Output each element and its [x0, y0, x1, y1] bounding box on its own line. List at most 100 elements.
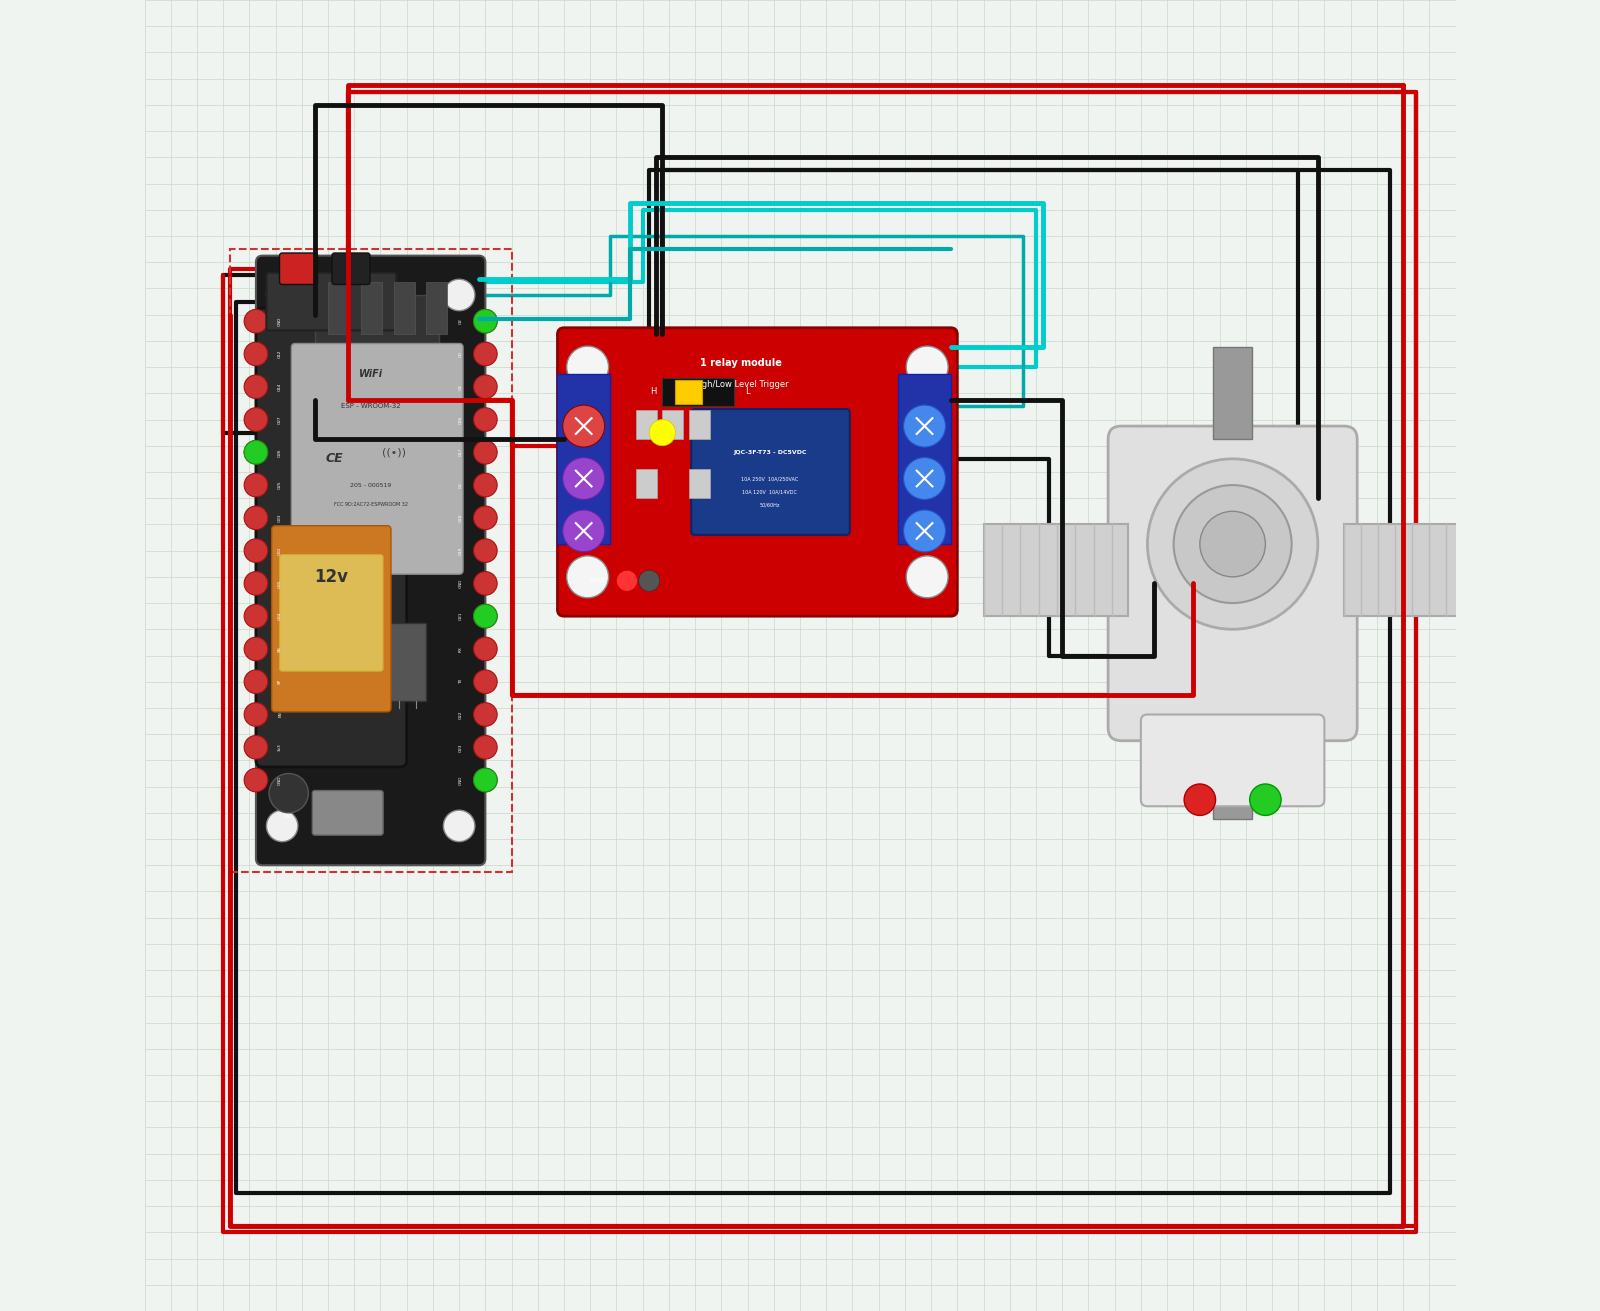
Circle shape	[443, 810, 475, 842]
Text: ((•)): ((•))	[381, 447, 405, 458]
Circle shape	[245, 440, 267, 464]
FancyBboxPatch shape	[267, 273, 397, 330]
FancyBboxPatch shape	[331, 253, 370, 284]
Text: G35: G35	[278, 579, 282, 587]
FancyBboxPatch shape	[898, 374, 950, 544]
Text: 3v3: 3v3	[278, 743, 282, 751]
Circle shape	[245, 473, 267, 497]
Bar	[1213, 728, 1253, 819]
FancyBboxPatch shape	[291, 343, 462, 574]
Circle shape	[563, 405, 605, 447]
Text: G32: G32	[278, 547, 282, 555]
Circle shape	[474, 309, 498, 333]
Circle shape	[474, 375, 498, 399]
Circle shape	[443, 279, 475, 311]
Text: High/Low Level Trigger: High/Low Level Trigger	[693, 380, 789, 388]
Circle shape	[566, 346, 608, 388]
FancyBboxPatch shape	[256, 256, 485, 865]
Circle shape	[1250, 784, 1282, 815]
Text: G33: G33	[278, 514, 282, 522]
Bar	[675, 380, 702, 404]
Bar	[282, 590, 309, 636]
Circle shape	[245, 342, 267, 366]
Text: 10A 250V  10A/250VAC: 10A 250V 10A/250VAC	[741, 476, 798, 481]
Text: G34: G34	[278, 612, 282, 620]
Text: RX: RX	[459, 646, 462, 652]
Circle shape	[474, 342, 498, 366]
Circle shape	[906, 346, 949, 388]
Circle shape	[245, 735, 267, 759]
Text: GND: GND	[459, 578, 462, 589]
Circle shape	[566, 556, 608, 598]
Bar	[362, 282, 382, 334]
Text: G26: G26	[278, 448, 282, 456]
Text: SP: SP	[278, 679, 282, 684]
Text: G2: G2	[459, 319, 462, 324]
FancyBboxPatch shape	[1109, 426, 1357, 741]
Text: WiFi: WiFi	[358, 368, 382, 379]
Bar	[984, 524, 1128, 616]
Circle shape	[474, 637, 498, 661]
Circle shape	[904, 405, 946, 447]
Text: TX: TX	[459, 679, 462, 684]
Text: G22: G22	[459, 711, 462, 718]
Circle shape	[245, 375, 267, 399]
Circle shape	[267, 279, 298, 311]
Circle shape	[474, 670, 498, 694]
Circle shape	[474, 473, 498, 497]
Text: GND: GND	[278, 775, 282, 785]
Circle shape	[245, 768, 267, 792]
Circle shape	[269, 773, 309, 813]
Text: GND: GND	[278, 316, 282, 326]
Text: G27: G27	[278, 416, 282, 423]
Text: ← G11: ← G11	[362, 659, 379, 665]
Circle shape	[245, 604, 267, 628]
FancyBboxPatch shape	[557, 328, 957, 616]
Text: G17: G17	[459, 448, 462, 456]
Bar	[688, 410, 709, 439]
Circle shape	[650, 420, 675, 446]
Text: ESP - WROOM-32: ESP - WROOM-32	[341, 404, 400, 409]
FancyBboxPatch shape	[280, 555, 382, 671]
Text: 10A 120V  10A/14VDC: 10A 120V 10A/14VDC	[742, 489, 797, 494]
FancyBboxPatch shape	[272, 526, 390, 712]
Text: G0: G0	[459, 351, 462, 357]
Text: G21: G21	[459, 612, 462, 620]
FancyBboxPatch shape	[1141, 714, 1325, 806]
Circle shape	[563, 458, 605, 499]
Circle shape	[245, 670, 267, 694]
Bar	[637, 469, 658, 498]
Bar	[688, 469, 709, 498]
Circle shape	[474, 309, 498, 333]
Bar	[1344, 524, 1515, 616]
Circle shape	[474, 703, 498, 726]
FancyBboxPatch shape	[256, 308, 406, 767]
Bar	[662, 410, 683, 439]
Circle shape	[474, 506, 498, 530]
Circle shape	[245, 408, 267, 431]
Text: 12v: 12v	[314, 568, 349, 586]
Circle shape	[245, 637, 267, 661]
Circle shape	[1174, 485, 1291, 603]
Circle shape	[245, 440, 267, 464]
Text: G16: G16	[459, 416, 462, 423]
Text: JQC-3F-T73 - DC5VDC: JQC-3F-T73 - DC5VDC	[733, 450, 806, 455]
Circle shape	[474, 604, 498, 628]
Circle shape	[474, 768, 498, 792]
Circle shape	[474, 408, 498, 431]
Text: SN: SN	[278, 646, 282, 652]
Bar	[637, 410, 658, 439]
Text: H: H	[650, 388, 656, 396]
Text: EN: EN	[278, 712, 282, 717]
Circle shape	[245, 309, 267, 333]
Circle shape	[1184, 784, 1216, 815]
Text: CE: CE	[326, 452, 344, 465]
Bar	[662, 378, 734, 406]
Text: G4: G4	[459, 384, 462, 389]
FancyBboxPatch shape	[557, 374, 610, 544]
Circle shape	[1147, 459, 1318, 629]
Circle shape	[245, 539, 267, 562]
Circle shape	[474, 768, 498, 792]
Text: FCC 9D:2AC72-ESPWROOM 32: FCC 9D:2AC72-ESPWROOM 32	[334, 502, 408, 507]
Circle shape	[474, 572, 498, 595]
